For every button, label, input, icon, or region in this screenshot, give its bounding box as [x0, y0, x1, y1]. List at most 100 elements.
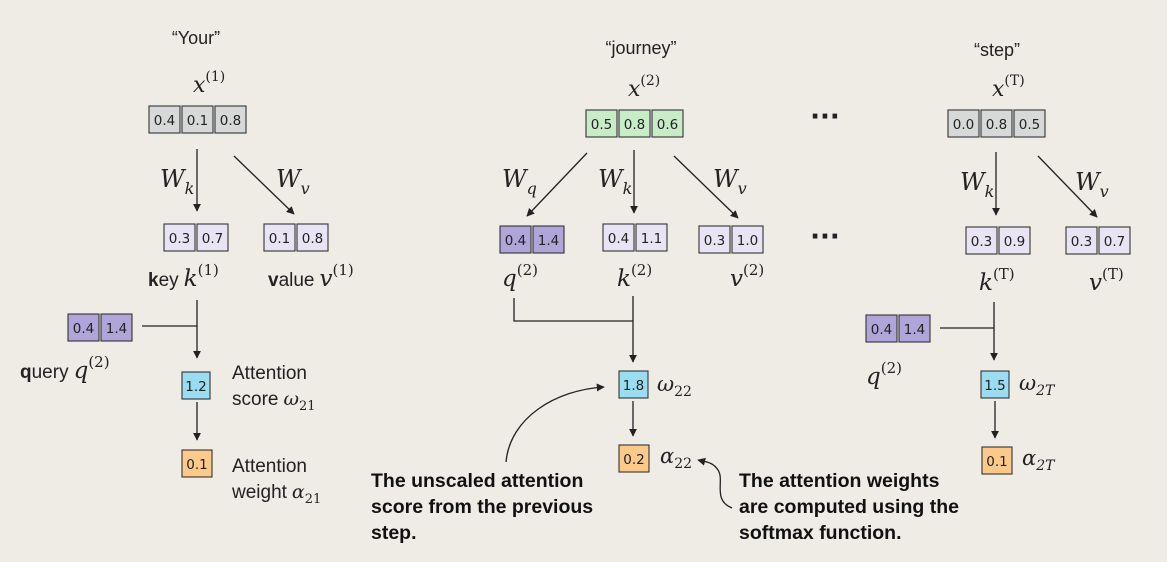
v1-vector: 0.1 0.8 [263, 223, 329, 252]
xT-cell [980, 109, 1013, 138]
weight-label-line2: weight α21 [231, 481, 321, 507]
wq-label: Wq [502, 165, 537, 198]
q2-value: 0.4 [505, 233, 526, 249]
token-label-journey: “journey” [605, 38, 676, 58]
score-label-line1: Attention [232, 363, 307, 384]
kT-value: 0.3 [971, 234, 992, 250]
q2-connector [513, 298, 633, 322]
column-step: “step” x(T) 0.0 0.8 0.5 Wk Wv 0.3 0.9 [865, 40, 1131, 475]
x2-value: 0.5 [591, 117, 612, 133]
wv-label: Wv [276, 165, 310, 198]
x1-cell [214, 105, 247, 134]
xT-cell [947, 109, 980, 138]
xT-cell [1013, 109, 1046, 138]
query-cell [67, 313, 100, 342]
ellipsis-top: ··· [810, 102, 840, 132]
vT-vector: 0.3 0.7 [1065, 226, 1131, 255]
query-value: 1.4 [106, 321, 127, 337]
kT-label: k(T) [979, 265, 1015, 296]
v2-value: 0.3 [704, 233, 725, 249]
xT-label: x(T) [992, 73, 1025, 102]
x2-cell [618, 109, 651, 138]
query-value: 0.4 [73, 321, 94, 337]
k1-value: 0.3 [169, 231, 190, 247]
x1-value: 0.8 [220, 113, 241, 129]
v1-cell [296, 223, 329, 252]
xT-value: 0.8 [986, 117, 1007, 133]
note-left-line3: step. [371, 522, 417, 544]
ellipsis-middle: ··· [810, 222, 840, 252]
column-your: “Your” x(1) 0.4 0.1 0.8 Wk Wv 0.3 0.7 [20, 28, 354, 507]
note-right-line3: softmax function. [739, 522, 902, 544]
score-value-22: 1.8 [623, 378, 644, 394]
token-label-your: “Your” [172, 28, 220, 48]
wk-label: Wk [598, 165, 632, 198]
q2-value: 1.4 [538, 233, 559, 249]
query-value: 1.4 [904, 322, 925, 338]
query-vector-3: 0.4 1.4 [865, 314, 931, 343]
query-label: query q(2) [20, 353, 110, 384]
kT-value: 0.9 [1004, 234, 1025, 250]
weight-box-2T [981, 446, 1013, 475]
v2-cell [731, 225, 764, 254]
x1-vector: 0.4 0.1 0.8 [148, 105, 247, 134]
k2-value: 0.4 [608, 231, 629, 247]
value-label: value v(1) [268, 261, 354, 292]
q2-cell [499, 225, 532, 254]
q2-cell [532, 225, 565, 254]
query-cell [898, 314, 931, 343]
x1-label: x(1) [193, 69, 225, 98]
kT-vector: 0.3 0.9 [965, 226, 1031, 255]
score-label-line2: score ω21 [232, 388, 316, 414]
vT-cell [1098, 226, 1131, 255]
x1-cell [148, 105, 181, 134]
kT-cell [965, 226, 998, 255]
k1-cell [196, 223, 229, 252]
score-box-21 [181, 371, 211, 400]
query-value: 0.4 [871, 322, 892, 338]
wq-arrow [526, 152, 588, 217]
wv-label: Wv [713, 165, 747, 198]
column-journey: “journey” x(2) 0.5 0.8 0.6 Wq Wk Wv 0.4 [499, 38, 764, 473]
vT-label: v(T) [1089, 265, 1124, 296]
wv-label: Wv [1075, 168, 1109, 201]
v2-label: v(2) [730, 261, 764, 292]
score-symbol-22: ω22 [657, 372, 692, 400]
k2-vector: 0.4 1.1 [602, 223, 668, 252]
vT-value: 0.3 [1071, 234, 1092, 250]
note-left-line1: The unscaled attention [371, 470, 583, 492]
annotation-arrow-right [697, 457, 733, 509]
token-label-step: “step” [974, 40, 1020, 60]
k1-value: 0.7 [202, 231, 223, 247]
xT-value: 0.5 [1019, 117, 1040, 133]
q2-label: q(2) [502, 261, 538, 292]
note-right-line1: The attention weights [739, 470, 940, 492]
annotation-softmax: The attention weights are computed using… [697, 457, 959, 544]
score-value-2T: 1.5 [984, 378, 1005, 394]
score-box-2T [980, 370, 1010, 399]
score-box-22 [618, 370, 649, 399]
weight-box-22 [618, 444, 650, 473]
weight-box-21 [181, 449, 213, 478]
weight-symbol-22: α22 [660, 444, 692, 472]
k2-cell [635, 223, 668, 252]
wv-arrow [233, 155, 295, 215]
v1-value: 0.1 [269, 231, 290, 247]
vT-value: 0.7 [1104, 234, 1125, 250]
x2-vector: 0.5 0.8 0.6 [585, 109, 684, 138]
wk-label: Wk [160, 165, 194, 198]
k2-label: k(2) [617, 261, 652, 292]
note-left-line2: score from the previous [371, 496, 593, 518]
vT-cell [1065, 226, 1098, 255]
weight-symbol-2T: α2T [1022, 446, 1056, 474]
query-cell [865, 314, 898, 343]
wk-label: Wk [960, 168, 994, 201]
annotation-unscaled-score: The unscaled attention score from the pr… [371, 383, 605, 544]
wv-arrow [673, 155, 739, 219]
weight-value-2T: 0.1 [986, 454, 1007, 470]
k1-cell [163, 223, 196, 252]
x2-cell [585, 109, 618, 138]
x2-value: 0.6 [657, 117, 678, 133]
